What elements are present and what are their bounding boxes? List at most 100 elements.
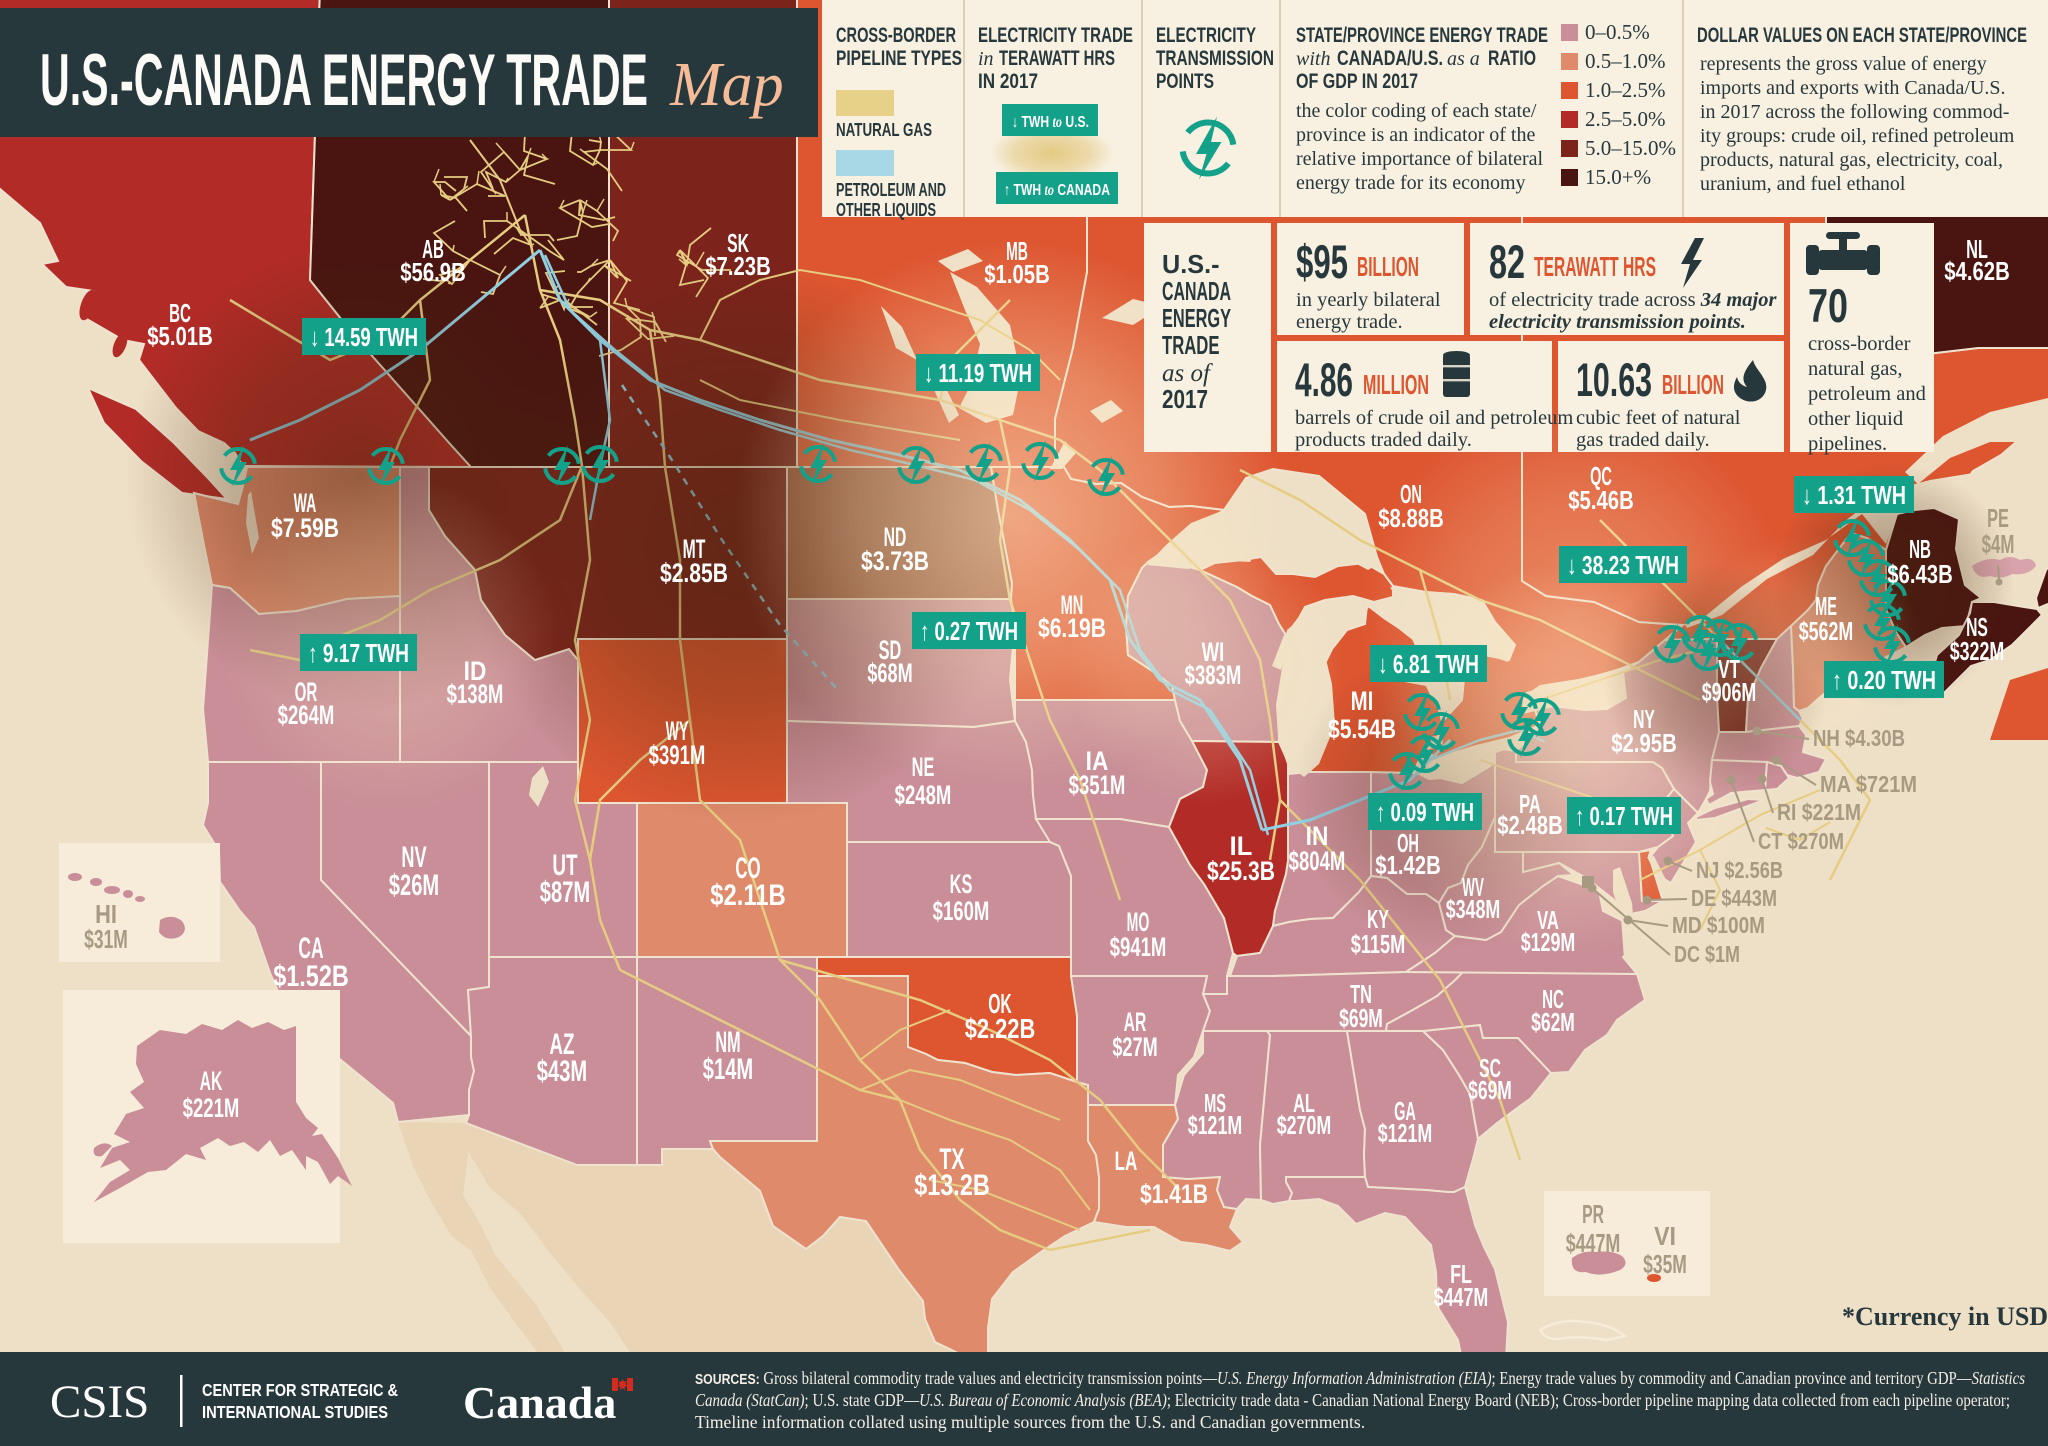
svg-text:IN 2017: IN 2017 (978, 70, 1038, 93)
svg-text:PE: PE (1987, 503, 2009, 533)
svg-text:OK: OK (988, 988, 1012, 1019)
svg-text:$26M: $26M (389, 869, 439, 902)
svg-text:DOLLAR VALUES ON EACH STATE/PR: DOLLAR VALUES ON EACH STATE/PROVINCE (1697, 24, 2027, 47)
svg-text:$7.23B: $7.23B (705, 251, 771, 281)
svg-text:$5.54B: $5.54B (1328, 714, 1396, 744)
svg-text:1.0–2.5%: 1.0–2.5% (1585, 78, 1666, 102)
svg-text:with: with (1296, 48, 1330, 70)
svg-text:↓ 1.31 TWH: ↓ 1.31 TWH (1802, 480, 1906, 510)
svg-text:petroleum and: petroleum and (1808, 383, 1926, 405)
svg-text:$270M: $270M (1277, 1110, 1332, 1140)
svg-text:NY: NY (1633, 704, 1655, 734)
svg-text:OF GDP IN 2017: OF GDP IN 2017 (1296, 70, 1418, 93)
svg-text:$391M: $391M (649, 740, 706, 770)
svg-text:CT $270M: CT $270M (1758, 828, 1844, 854)
svg-text:NV: NV (401, 841, 426, 874)
svg-text:$138M: $138M (447, 679, 504, 709)
svg-text:TN: TN (1350, 979, 1372, 1009)
svg-text:INTERNATIONAL STUDIES: INTERNATIONAL STUDIES (202, 1402, 388, 1422)
svg-text:BILLION: BILLION (1357, 251, 1419, 282)
svg-text:KS: KS (950, 869, 973, 899)
svg-text:in 2017 across the following c: in 2017 across the following commod- (1700, 101, 2009, 123)
svg-text:ELECTRICITY: ELECTRICITY (1156, 24, 1256, 47)
svg-text:$4.62B: $4.62B (1944, 256, 2010, 286)
svg-text:IN: IN (1306, 821, 1329, 851)
svg-text:$322M: $322M (1950, 636, 2005, 666)
svg-text:pipelines.: pipelines. (1808, 433, 1887, 455)
svg-text:AR: AR (1124, 1007, 1147, 1037)
svg-text:MS: MS (1204, 1088, 1226, 1118)
svg-text:$5.01B: $5.01B (147, 321, 213, 351)
svg-text:SD: SD (879, 635, 902, 665)
svg-text:↑ 0.17 TWH: ↑ 0.17 TWH (1575, 801, 1673, 831)
svg-text:RI $221M: RI $221M (1777, 799, 1861, 825)
svg-text:WV: WV (1462, 872, 1484, 902)
svg-text:CROSS-BORDER: CROSS-BORDER (836, 24, 956, 47)
svg-text:$62M: $62M (1531, 1007, 1575, 1037)
svg-text:$221M: $221M (183, 1093, 240, 1123)
svg-text:TERAWATT HRS: TERAWATT HRS (999, 47, 1115, 70)
svg-text:2.5–5.0%: 2.5–5.0% (1585, 107, 1666, 131)
svg-text:$2.95B: $2.95B (1611, 728, 1677, 758)
svg-text:$35M: $35M (1643, 1249, 1687, 1279)
svg-text:TERAWATT HRS: TERAWATT HRS (1534, 251, 1656, 282)
svg-text:MI: MI (1351, 686, 1374, 716)
svg-text:ND: ND (884, 522, 907, 552)
svg-text:CA: CA (298, 932, 323, 965)
svg-text:GA: GA (1394, 1096, 1416, 1126)
svg-text:energy trade.: energy trade. (1296, 311, 1403, 333)
svg-text:as of: as of (1162, 360, 1213, 387)
svg-text:of electricity trade across 34: of electricity trade across 34 major (1489, 289, 1778, 311)
svg-text:$906M: $906M (1702, 677, 1757, 707)
svg-text:AZ: AZ (549, 1028, 574, 1061)
svg-text:SK: SK (727, 228, 749, 258)
svg-text:QC: QC (1590, 461, 1612, 491)
svg-text:$264M: $264M (278, 700, 335, 730)
svg-text:IA: IA (1086, 746, 1109, 776)
svg-text:0.5–1.0%: 0.5–1.0% (1585, 49, 1666, 73)
svg-text:$2.85B: $2.85B (660, 558, 728, 588)
svg-text:MD $100M: MD $100M (1672, 912, 1765, 938)
svg-text:uranium, and fuel ethanol: uranium, and fuel ethanol (1700, 173, 1906, 195)
svg-text:WI: WI (1202, 637, 1225, 667)
svg-text:$4M: $4M (1982, 529, 2015, 559)
svg-text:$447M: $447M (1434, 1282, 1489, 1312)
svg-text:NS: NS (1966, 612, 1988, 642)
svg-text:in yearly bilateral: in yearly bilateral (1296, 289, 1441, 311)
svg-text:$248M: $248M (895, 780, 952, 810)
svg-text:BC: BC (169, 298, 191, 328)
svg-text:$14M: $14M (703, 1053, 753, 1086)
svg-text:$129M: $129M (1521, 927, 1576, 957)
svg-text:Canada: Canada (463, 1377, 616, 1428)
svg-text:$43M: $43M (537, 1055, 587, 1088)
svg-text:VI: VI (1654, 1221, 1676, 1251)
svg-text:↓ 6.81 TWH: ↓ 6.81 TWH (1378, 649, 1479, 679)
svg-text:cross-border: cross-border (1808, 333, 1911, 355)
svg-text:OTHER LIQUIDS: OTHER LIQUIDS (836, 200, 936, 220)
svg-text:↓ 11.19 TWH: ↓ 11.19 TWH (924, 358, 1032, 388)
svg-text:$1.52B: $1.52B (273, 960, 349, 993)
svg-text:$2.22B: $2.22B (965, 1013, 1036, 1044)
svg-text:NC: NC (1542, 984, 1564, 1014)
svg-text:relative importance of bilater: relative importance of bilateral (1296, 148, 1544, 170)
svg-text:70: 70 (1808, 279, 1848, 332)
svg-text:TRANSMISSION: TRANSMISSION (1156, 47, 1274, 70)
svg-text:$68M: $68M (867, 658, 912, 688)
svg-text:products, natural gas, electri: products, natural gas, electricity, coal… (1700, 149, 2003, 171)
svg-text:AB: AB (422, 234, 444, 264)
svg-text:MN: MN (1061, 590, 1084, 620)
svg-text:DE $443M: DE $443M (1691, 885, 1777, 911)
svg-text:VA: VA (1537, 905, 1559, 935)
svg-text:MT: MT (683, 534, 706, 564)
svg-text:$1.42B: $1.42B (1375, 850, 1441, 880)
svg-text:U.S.-CANADA ENERGY TRADE: U.S.-CANADA ENERGY TRADE (40, 40, 648, 121)
svg-text:*Currency in USD: *Currency in USD (1842, 1302, 2048, 1331)
svg-text:$6.43B: $6.43B (1887, 559, 1953, 589)
svg-text:$87M: $87M (540, 876, 590, 909)
svg-text:$941M: $941M (1110, 932, 1167, 962)
svg-text:$1.41B: $1.41B (1140, 1179, 1208, 1209)
svg-text:$8.88B: $8.88B (1378, 503, 1444, 533)
svg-text:$447M: $447M (1566, 1228, 1621, 1258)
svg-text:AL: AL (1293, 1088, 1315, 1118)
svg-text:WY: WY (666, 716, 689, 746)
